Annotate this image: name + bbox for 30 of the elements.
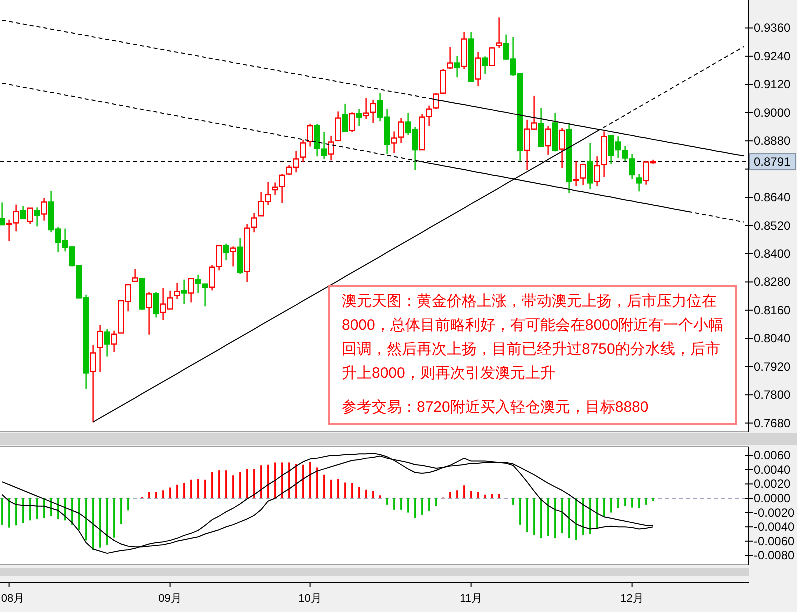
y-tick-label: 0.8160	[754, 303, 792, 318]
annotation: 参考交易：8720附近买入轻仓澳元，目标8880	[342, 398, 650, 418]
y-tick-label: 0.8640	[754, 190, 792, 205]
y-tick-label: 0.8520	[754, 218, 792, 233]
y-tick-label: 0.8880	[754, 134, 792, 148]
ref-line-label: 0.8791	[754, 155, 792, 170]
y-tick-label: 0.0060	[754, 448, 792, 463]
y-tick-label: -0.0020	[754, 506, 796, 520]
y-tick-label: 0.8040	[754, 332, 792, 346]
y-tick-label: 0.8280	[754, 275, 792, 290]
y-tick-label: -0.0040	[754, 520, 796, 534]
y-tick-label: 0.9120	[754, 78, 792, 92]
x-tick-label: 08月	[1, 593, 25, 605]
y-tick-label: 0.7680	[754, 416, 792, 430]
y-tick-label: 0.0020	[754, 477, 792, 492]
y-tick-label: 0.9360	[754, 21, 792, 36]
y-tick-label: -0.0060	[754, 534, 796, 548]
y-tick-label: 0.9000	[754, 106, 792, 120]
y-tick-label: 0.0000	[754, 491, 792, 506]
y-tick-label: 0.7920	[754, 360, 792, 374]
annotation: 澳元天图：黄金价格上涨，带动澳元上扬，后市压力位在8000，总体目前略利好，有可能会在8000附近有一个小幅回调，然后再次上扬，目前已经升过8750的分水线，后市升上8000，则再次引发澳元上升	[342, 292, 725, 384]
y-tick-label: 0.0040	[754, 462, 792, 477]
x-tick-label: 10月	[298, 593, 322, 605]
x-tick-label: 11月	[460, 593, 483, 605]
y-tick-label: 0.9240	[754, 49, 792, 64]
y-tick-label: 0.8400	[754, 246, 792, 261]
x-tick-label: 09月	[158, 593, 182, 605]
x-tick-label: 12月	[620, 593, 644, 605]
y-tick-label: 0.7800	[754, 388, 792, 402]
y-tick-label: -0.0080	[754, 548, 796, 563]
